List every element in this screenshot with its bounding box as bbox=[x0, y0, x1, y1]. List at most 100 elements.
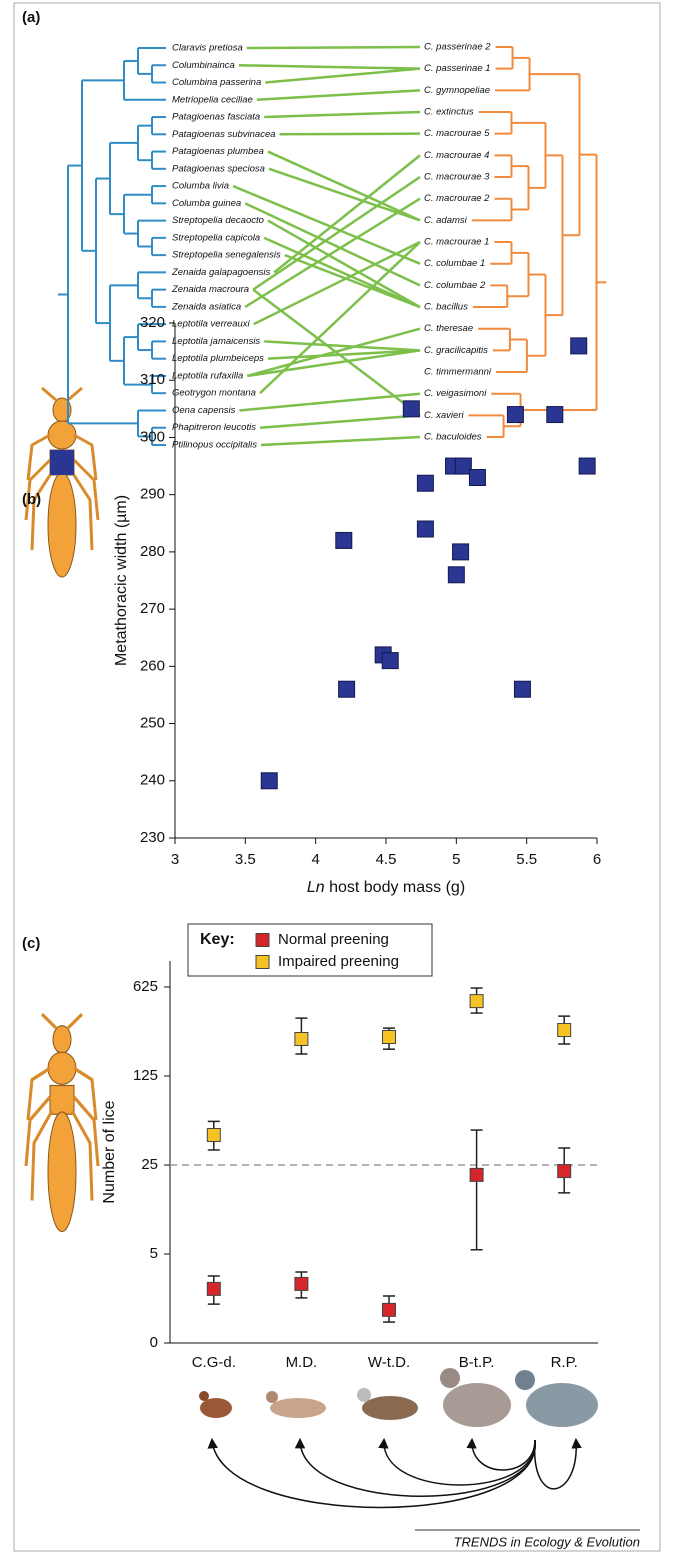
association-link bbox=[264, 112, 420, 117]
data-point bbox=[558, 1024, 571, 1037]
y-tick-label: 250 bbox=[140, 715, 165, 732]
parasite-label: C. passerinae 2 bbox=[424, 42, 491, 53]
parasite-label: C. gymnopeliae bbox=[424, 85, 490, 96]
x-axis-title-text: host body mass (g) bbox=[325, 879, 466, 896]
legend-swatch bbox=[256, 956, 269, 969]
data-point bbox=[383, 1303, 396, 1316]
association-link bbox=[280, 134, 420, 135]
parasite-label: C. columbae 1 bbox=[424, 258, 485, 269]
host-label: Streptopelia capicola bbox=[172, 232, 260, 243]
data-point bbox=[558, 1165, 571, 1178]
host-label: Columbina passerina bbox=[172, 77, 261, 88]
scatter-point bbox=[339, 681, 355, 697]
data-point bbox=[383, 1031, 396, 1044]
legend-title: Key: bbox=[200, 931, 235, 948]
host-label: Columbinainca bbox=[172, 60, 235, 71]
scatter-point bbox=[403, 401, 419, 417]
y-tick-label: 260 bbox=[140, 657, 165, 674]
association-link bbox=[261, 437, 420, 445]
scatter-point bbox=[417, 475, 433, 491]
scatter-point bbox=[579, 458, 595, 474]
louse-icon bbox=[26, 1014, 98, 1231]
parasite-label: C. passerinae 1 bbox=[424, 63, 491, 74]
association-link bbox=[265, 69, 420, 83]
host-label: Oena capensis bbox=[172, 405, 236, 416]
parasite-label: C. timmermanni bbox=[424, 367, 492, 378]
parasite-label: C. veigasimoni bbox=[424, 388, 487, 399]
scatter-point bbox=[336, 532, 352, 548]
data-point bbox=[470, 1168, 483, 1181]
parasite-label: C. columbae 2 bbox=[424, 280, 486, 291]
scatter-point bbox=[448, 567, 464, 583]
association-link bbox=[257, 90, 420, 99]
footer: TRENDS in Ecology & Evolution bbox=[454, 1534, 640, 1549]
host-label: Streptopelia decaocto bbox=[172, 215, 264, 226]
scatter-point bbox=[547, 407, 563, 423]
x-tick-label: 6 bbox=[593, 851, 601, 868]
host-label: Claravis pretiosa bbox=[172, 43, 243, 54]
scatter-point bbox=[469, 470, 485, 486]
y-axis-title: Number of lice bbox=[101, 1100, 118, 1203]
y-tick-label: 125 bbox=[133, 1067, 158, 1084]
y-tick-label: 310 bbox=[140, 371, 165, 388]
bird-illustrations bbox=[199, 1368, 598, 1427]
louse-icon bbox=[26, 388, 98, 577]
host-label: Zenaida asiatica bbox=[171, 301, 241, 312]
parasite-label: C. xavieri bbox=[424, 410, 464, 421]
x-tick-label: B-t.P. bbox=[459, 1354, 495, 1371]
y-tick-label: 5 bbox=[150, 1245, 158, 1262]
host-label: Leptotila plumbeiceps bbox=[172, 353, 264, 364]
parasite-label: C. macrourae 1 bbox=[424, 237, 489, 248]
x-axis-title: Ln host body mass (g) bbox=[307, 879, 465, 896]
parasite-label: C. baculoides bbox=[424, 432, 482, 443]
x-tick-label: 3 bbox=[171, 851, 179, 868]
panel-label: (a) bbox=[22, 9, 40, 26]
y-tick-label: 625 bbox=[133, 978, 158, 995]
y-axis-title: Metathoracic width (µm) bbox=[113, 495, 130, 666]
host-label: Patagioenas fasciata bbox=[172, 112, 260, 123]
panel-label: (b) bbox=[22, 491, 41, 508]
y-tick-label: 280 bbox=[140, 543, 165, 560]
host-label: Phapitreron leucotis bbox=[172, 422, 256, 433]
parasite-label: C. macrourae 5 bbox=[424, 128, 490, 139]
host-label: Ptilinopus occipitalis bbox=[172, 439, 257, 450]
scatter-point bbox=[382, 653, 398, 669]
scatter-point bbox=[453, 544, 469, 560]
parasite-label: C. macrourae 2 bbox=[424, 193, 490, 204]
y-tick-label: 25 bbox=[141, 1156, 158, 1173]
parasite-label: C. macrourae 3 bbox=[424, 172, 490, 183]
host-label: Leptotila jamaicensis bbox=[172, 336, 260, 347]
parasite-label: C. macrourae 4 bbox=[424, 150, 489, 161]
y-tick-label: 320 bbox=[140, 314, 165, 331]
x-axis-title-italic: Ln bbox=[307, 879, 325, 896]
x-tick-label: 4.5 bbox=[376, 851, 397, 868]
data-point bbox=[207, 1282, 220, 1295]
y-tick-label: 230 bbox=[140, 829, 165, 846]
association-link bbox=[247, 47, 420, 48]
scatter-point bbox=[571, 338, 587, 354]
host-label: Patagioenas plumbea bbox=[172, 146, 264, 157]
scatter-point bbox=[417, 521, 433, 537]
host-switch-arrows bbox=[212, 1440, 576, 1508]
host-label: Columba livia bbox=[172, 181, 229, 192]
association-link bbox=[239, 394, 420, 411]
parasite-label: C. adamsi bbox=[424, 215, 468, 226]
association-link bbox=[260, 415, 420, 427]
host-label: Leptotila rufaxilla bbox=[172, 370, 243, 381]
host-label: Geotrygon montana bbox=[172, 388, 256, 399]
host-label: Zenaida galapagoensis bbox=[171, 267, 270, 278]
x-tick-label: M.D. bbox=[286, 1354, 318, 1371]
y-tick-label: 0 bbox=[150, 1334, 158, 1351]
y-tick-label: 240 bbox=[140, 772, 165, 789]
y-tick-label: 270 bbox=[140, 600, 165, 617]
host-label: Patagioenas subvinacea bbox=[172, 129, 276, 140]
x-tick-label: C.G-d. bbox=[192, 1354, 236, 1371]
data-point bbox=[470, 995, 483, 1008]
y-tick-label: 290 bbox=[140, 486, 165, 503]
y-tick-label: 300 bbox=[140, 428, 165, 445]
parasite-label: C. gracilicapitis bbox=[424, 345, 488, 356]
scatter-point bbox=[261, 773, 277, 789]
host-label: Metriopelia ceciliae bbox=[172, 94, 253, 105]
legend-swatch bbox=[256, 934, 269, 947]
scatter-point bbox=[507, 407, 523, 423]
